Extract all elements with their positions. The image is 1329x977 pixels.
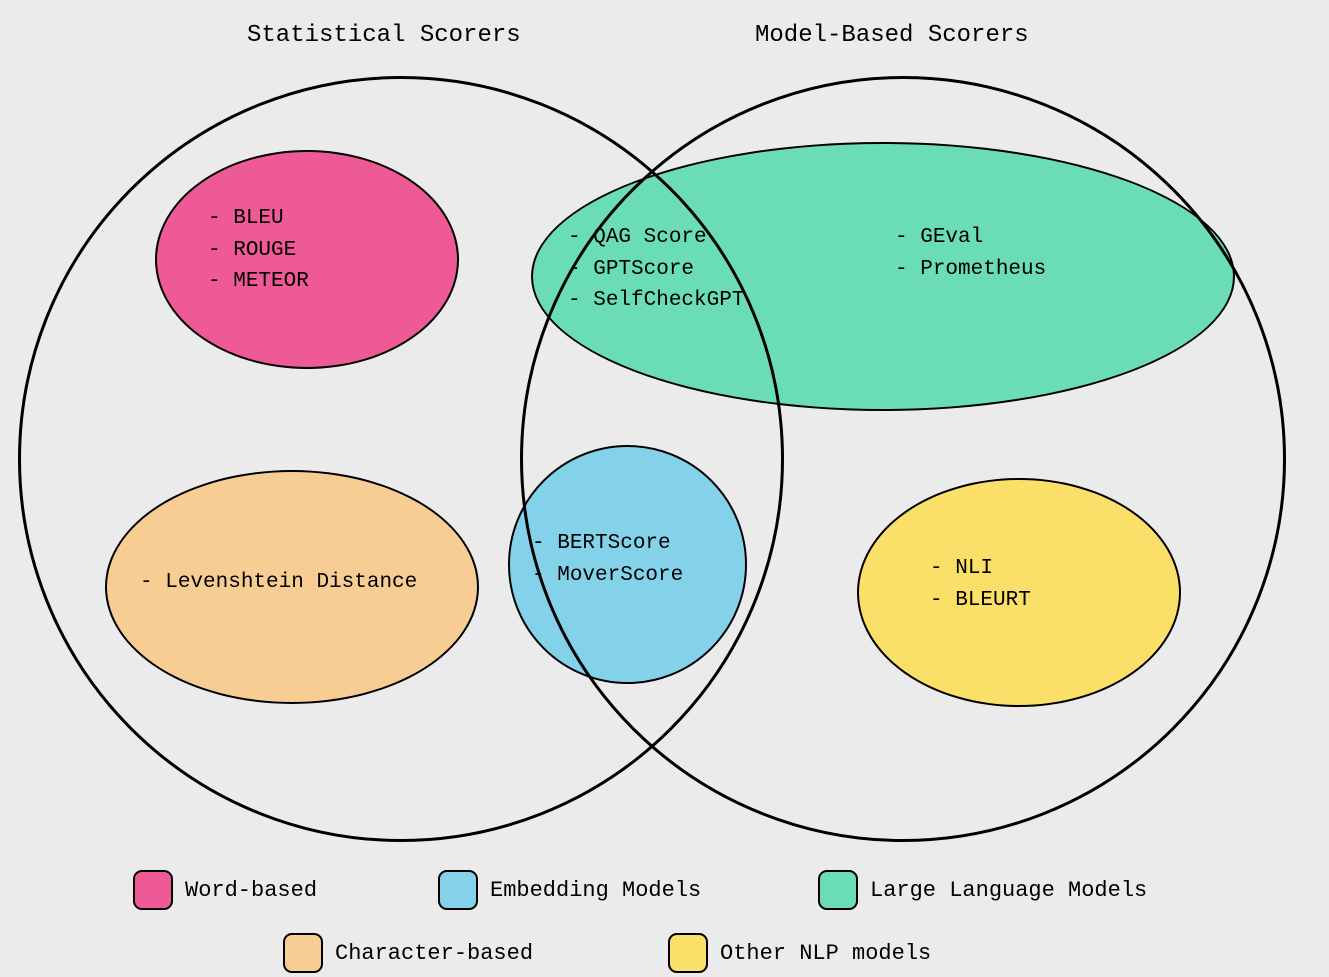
- word-based-items: - BLEU - ROUGE - METEOR: [208, 203, 309, 298]
- swatch-word-based: [133, 870, 173, 910]
- swatch-embedding: [438, 870, 478, 910]
- item-meteor: METEOR: [233, 270, 309, 293]
- legend-label-word-based: Word-based: [185, 878, 317, 903]
- llm-items-left: - QAG Score - GPTScore - SelfCheckGPT: [568, 222, 744, 317]
- embedding-items: - BERTScore - MoverScore: [532, 528, 683, 591]
- title-statistical: Statistical Scorers: [247, 22, 521, 49]
- item-rouge: ROUGE: [233, 239, 296, 262]
- legend-label-llm: Large Language Models: [870, 878, 1147, 903]
- legend-other-nlp: Other NLP models: [668, 933, 931, 973]
- swatch-other-nlp: [668, 933, 708, 973]
- other-nlp-items: - NLI - BLEURT: [930, 553, 1031, 616]
- character-based-items: - Levenshtein Distance: [140, 567, 417, 599]
- swatch-character-based: [283, 933, 323, 973]
- legend-label-embedding: Embedding Models: [490, 878, 701, 903]
- legend-llm: Large Language Models: [818, 870, 1147, 910]
- legend-label-character-based: Character-based: [335, 941, 533, 966]
- title-model-based: Model-Based Scorers: [755, 22, 1029, 49]
- legend-word-based: Word-based: [133, 870, 317, 910]
- item-qag: QAG Score: [593, 226, 706, 249]
- legend-embedding: Embedding Models: [438, 870, 701, 910]
- item-bleu: BLEU: [233, 207, 283, 230]
- item-bertscore: BERTScore: [557, 532, 670, 555]
- item-moverscore: MoverScore: [557, 564, 683, 587]
- item-nli: NLI: [955, 557, 993, 580]
- item-geval: GEval: [920, 226, 983, 249]
- item-prometheus: Prometheus: [920, 258, 1046, 281]
- swatch-llm: [818, 870, 858, 910]
- item-gptscore: GPTScore: [593, 258, 694, 281]
- legend-character-based: Character-based: [283, 933, 533, 973]
- legend-label-other-nlp: Other NLP models: [720, 941, 931, 966]
- venn-circle-right: [520, 76, 1286, 842]
- item-selfcheckgpt: SelfCheckGPT: [593, 289, 744, 312]
- llm-items-right: - GEval - Prometheus: [895, 222, 1046, 285]
- item-levenshtein: Levenshtein Distance: [165, 571, 417, 594]
- item-bleurt: BLEURT: [955, 589, 1031, 612]
